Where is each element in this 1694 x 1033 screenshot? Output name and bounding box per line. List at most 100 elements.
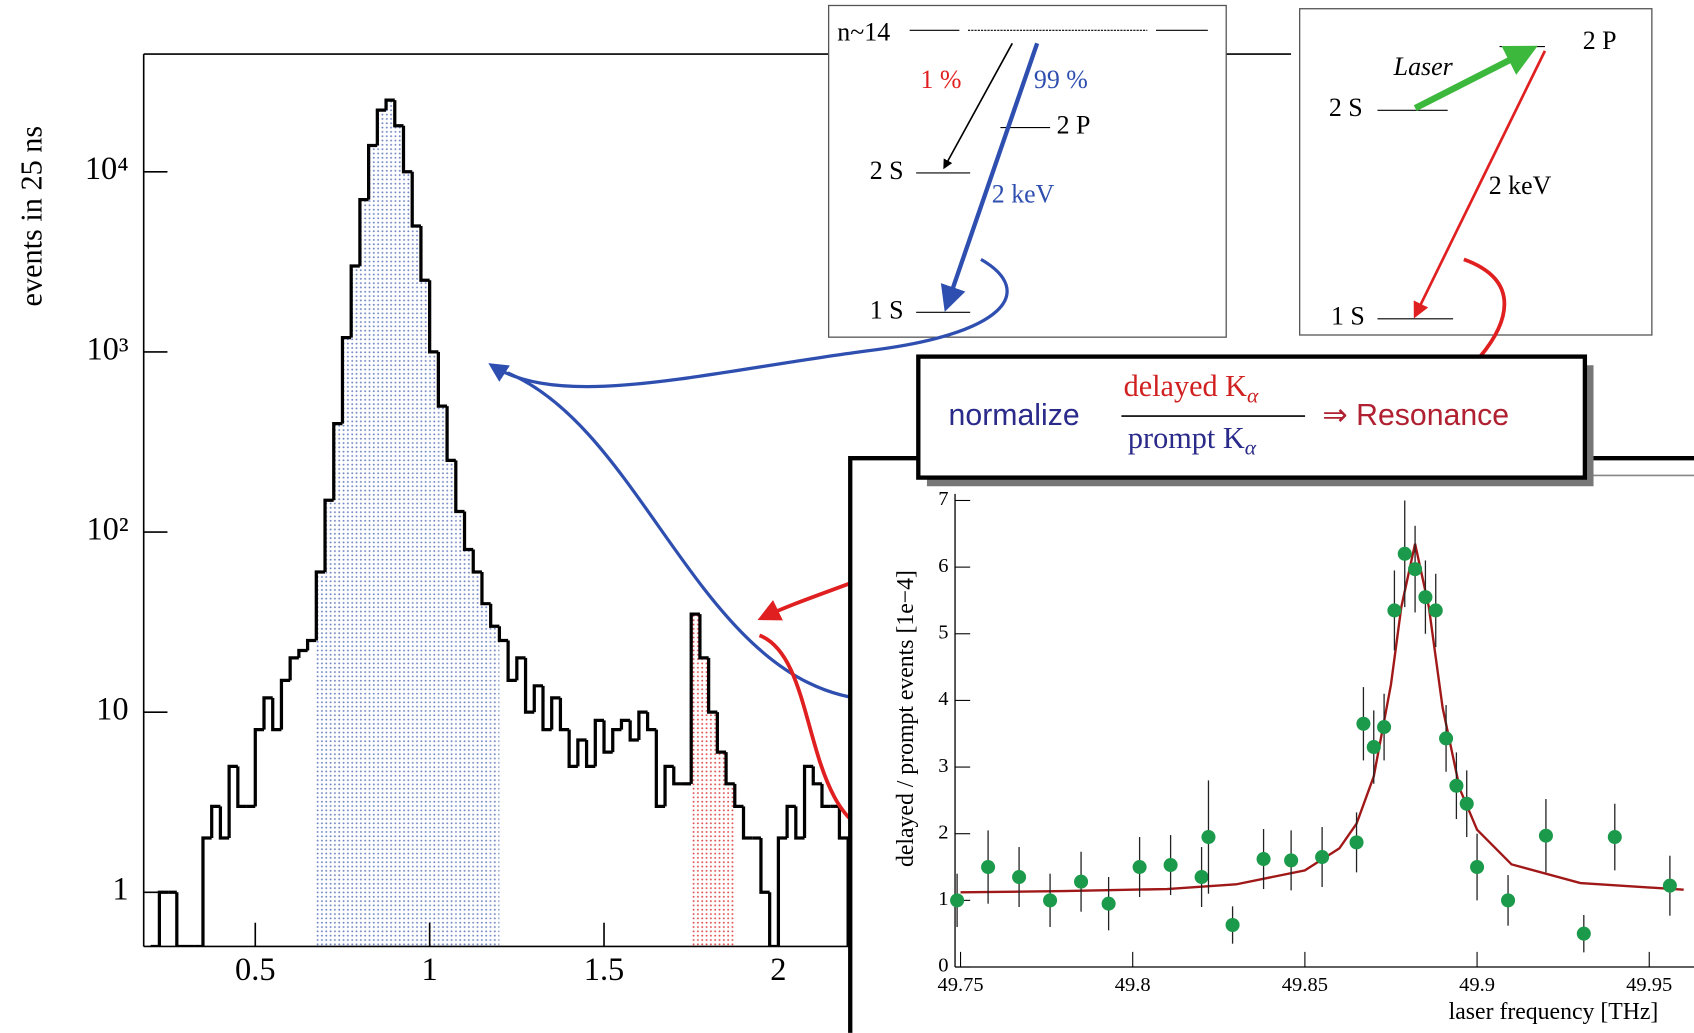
bin — [419, 225, 430, 282]
point — [1607, 830, 1622, 845]
bin — [227, 764, 238, 839]
shaded-bin — [708, 712, 718, 947]
x-tick-label: 49.8 — [1115, 974, 1151, 996]
bin — [541, 685, 552, 732]
formula-denominator: prompt Kα — [1128, 421, 1257, 460]
bin — [576, 738, 587, 767]
bin — [654, 729, 666, 808]
point — [1501, 893, 1516, 908]
shaded-bin — [351, 265, 360, 947]
bin — [776, 836, 788, 947]
bin — [201, 836, 212, 947]
text: prompt K — [1128, 421, 1245, 455]
shaded-bin — [699, 657, 709, 947]
curved-arrow — [1463, 257, 1507, 358]
fit-line — [960, 543, 1684, 894]
arrow — [943, 42, 1014, 170]
bin — [837, 806, 850, 947]
shaded-bin — [490, 626, 500, 947]
formula-lead: normalize — [949, 399, 1080, 432]
point — [1662, 878, 1677, 893]
shaded-bin — [325, 500, 334, 947]
x-tick-label: 2 — [770, 952, 786, 988]
bin — [506, 640, 517, 683]
point — [1576, 926, 1591, 941]
y-axis-label: events in 25 ns — [15, 126, 49, 307]
point — [1074, 874, 1089, 889]
x-tick-label: 0.5 — [235, 952, 276, 988]
point — [1043, 893, 1058, 908]
point — [1194, 870, 1209, 885]
shaded-bin — [368, 145, 378, 947]
bin — [210, 804, 221, 839]
y-axis-label: delayed / prompt events [1e−4] — [893, 570, 919, 867]
curved-arrow — [507, 371, 879, 710]
point — [1315, 850, 1330, 865]
y-tick-label: 1 — [112, 872, 128, 908]
bin — [262, 696, 273, 730]
bin — [175, 892, 186, 947]
bin — [401, 125, 413, 174]
point — [1470, 860, 1485, 875]
shaded-bin — [726, 783, 735, 947]
label: 2 P — [1057, 111, 1091, 140]
label: Laser — [1393, 52, 1454, 81]
y-tick-label: 0 — [938, 955, 948, 977]
arrow — [1413, 45, 1538, 112]
bin — [794, 806, 805, 840]
shaded-bin — [691, 614, 700, 947]
bin — [645, 712, 657, 732]
point — [1377, 720, 1392, 735]
formula-box: normalize delayed Kα prompt Kα ⇒ Resonan… — [916, 354, 1594, 487]
y-tick-label: 2 — [938, 821, 948, 843]
shaded-bin — [420, 280, 430, 947]
bin — [611, 727, 622, 753]
bin — [358, 198, 369, 266]
x-tick-label: 1.5 — [584, 952, 625, 988]
bin — [785, 804, 796, 839]
bin — [715, 712, 727, 754]
plot — [150, 98, 850, 947]
point — [1349, 835, 1364, 850]
point — [1163, 858, 1178, 873]
inset-background — [850, 456, 1694, 1033]
point — [1428, 603, 1443, 618]
bin — [349, 264, 360, 338]
label: 1 S — [870, 295, 904, 324]
bin — [471, 549, 482, 574]
point — [981, 860, 996, 875]
bin — [550, 696, 561, 730]
y-tick-label: 10⁴ — [85, 151, 129, 187]
bin — [436, 351, 448, 408]
y-tick-label: 10 — [96, 692, 128, 728]
bin — [532, 684, 543, 713]
bin — [428, 280, 439, 354]
point — [1012, 870, 1027, 885]
shaded-bin — [316, 571, 326, 947]
point — [1397, 546, 1412, 561]
left-box — [827, 4, 1227, 338]
right-box — [1299, 8, 1653, 336]
bin — [410, 171, 421, 228]
bin — [236, 766, 247, 808]
point — [1284, 853, 1299, 868]
text: delayed K — [1124, 369, 1248, 403]
bin — [480, 571, 491, 606]
bin — [384, 98, 395, 111]
text: α — [1247, 384, 1259, 408]
bin — [253, 727, 265, 807]
point — [1538, 828, 1553, 843]
label: 2 keV — [1489, 171, 1552, 200]
bin — [305, 638, 317, 651]
x-tick-label: 1 — [422, 952, 438, 988]
shaded-bin — [438, 406, 448, 947]
point — [1132, 860, 1147, 875]
shaded-bin — [333, 423, 343, 947]
bin — [454, 460, 465, 514]
shaded-bin — [394, 125, 404, 947]
point — [1356, 716, 1371, 731]
formula-result: ⇒ Resonance — [1322, 399, 1509, 432]
y-tick-label: 10³ — [86, 331, 128, 367]
scatter-chart: 0 1 2 3 4 5 6 7 49.75 49.8 49.85 49.9 49.95 laser fre… — [848, 456, 1694, 1033]
